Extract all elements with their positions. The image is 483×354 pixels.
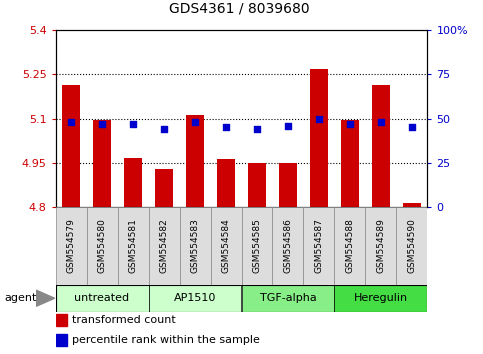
Bar	[211, 207, 242, 285]
Point	[408, 125, 416, 130]
Point	[222, 125, 230, 130]
Text: GSM554585: GSM554585	[253, 218, 261, 274]
Text: untreated: untreated	[74, 293, 129, 303]
Bar	[149, 207, 180, 285]
Bar	[86, 207, 117, 285]
Bar	[310, 69, 328, 207]
Text: transformed count: transformed count	[72, 315, 176, 325]
Bar	[186, 115, 204, 207]
Bar	[56, 285, 149, 312]
Bar	[242, 285, 334, 312]
Bar	[124, 158, 142, 207]
Text: AP1510: AP1510	[174, 293, 216, 303]
Text: GSM554580: GSM554580	[98, 218, 107, 274]
Text: GSM554589: GSM554589	[376, 218, 385, 274]
Bar	[334, 207, 366, 285]
Bar	[56, 334, 67, 346]
Bar	[397, 207, 427, 285]
Text: Heregulin: Heregulin	[354, 293, 408, 303]
Text: GSM554588: GSM554588	[345, 218, 355, 274]
Bar	[279, 164, 297, 207]
Point	[346, 121, 354, 127]
Point	[315, 116, 323, 121]
Text: percentile rank within the sample: percentile rank within the sample	[72, 335, 260, 345]
Bar	[155, 169, 173, 207]
Bar	[403, 202, 421, 207]
Bar	[242, 207, 272, 285]
Bar	[366, 207, 397, 285]
Point	[98, 121, 106, 127]
Point	[191, 119, 199, 125]
Point	[129, 121, 137, 127]
Bar	[372, 85, 390, 207]
Bar	[93, 120, 112, 207]
Bar	[272, 207, 303, 285]
Bar	[56, 207, 86, 285]
Bar	[56, 314, 67, 326]
Bar	[217, 159, 235, 207]
Point	[377, 119, 385, 125]
Point	[67, 119, 75, 125]
Point	[253, 126, 261, 132]
Polygon shape	[36, 290, 55, 306]
Point	[284, 123, 292, 129]
Text: GDS4361 / 8039680: GDS4361 / 8039680	[169, 2, 310, 16]
Text: GSM554590: GSM554590	[408, 218, 416, 274]
Text: GSM554582: GSM554582	[159, 219, 169, 273]
Bar	[341, 120, 359, 207]
Bar	[334, 285, 427, 312]
Point	[160, 126, 168, 132]
Text: GSM554579: GSM554579	[67, 218, 75, 274]
Bar	[303, 207, 334, 285]
Text: TGF-alpha: TGF-alpha	[260, 293, 316, 303]
Text: GSM554584: GSM554584	[222, 219, 230, 273]
Bar	[180, 207, 211, 285]
Text: GSM554583: GSM554583	[190, 218, 199, 274]
Bar	[62, 85, 80, 207]
Bar	[149, 285, 242, 312]
Text: GSM554581: GSM554581	[128, 218, 138, 274]
Text: GSM554587: GSM554587	[314, 218, 324, 274]
Text: GSM554586: GSM554586	[284, 218, 293, 274]
Bar	[248, 164, 266, 207]
Bar	[117, 207, 149, 285]
Text: agent: agent	[5, 293, 37, 303]
